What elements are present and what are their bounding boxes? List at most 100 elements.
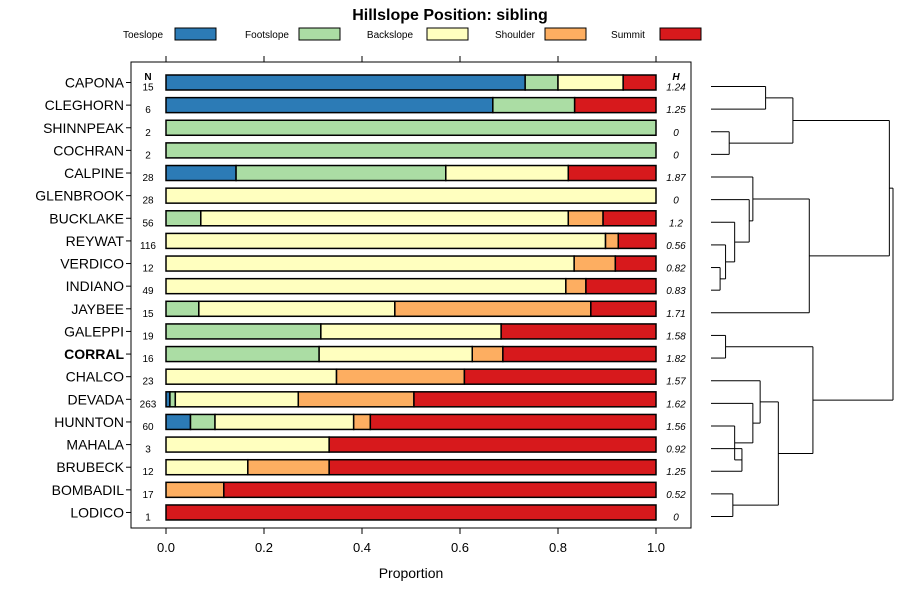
bar-segment-lodico-summit <box>165 504 657 521</box>
bar-segment-galeppi-summit <box>500 323 657 340</box>
h-value: 0 <box>673 150 679 161</box>
row-label-indiano: INDIANO <box>66 278 124 294</box>
x-tick-label: 0.8 <box>549 540 567 555</box>
n-header: N <box>144 72 151 83</box>
bar-segment-devada-footslope <box>169 391 177 408</box>
legend-label-toeslope: Toeslope <box>123 30 163 41</box>
bar-segment-bucklake-backslope <box>200 210 570 227</box>
row-label-galeppi: GALEPPI <box>64 323 124 339</box>
h-value: 0 <box>673 196 679 207</box>
n-value: 12 <box>142 264 154 275</box>
row-label-capona: CAPONA <box>65 75 125 91</box>
x-tick-label: 0.6 <box>451 540 469 555</box>
bar-segment-calpine-footslope <box>235 164 447 182</box>
bar-segment-jaybee-backslope <box>198 300 396 318</box>
h-value: 1.71 <box>666 309 685 320</box>
n-value: 3 <box>145 445 151 456</box>
legend-label-footslope: Footslope <box>245 30 289 41</box>
n-value: 56 <box>142 218 154 229</box>
h-value: 1.2 <box>669 218 683 229</box>
row-label-bombadil: BOMBADIL <box>52 482 125 498</box>
legend-swatch-toeslope <box>174 27 217 41</box>
n-value: 2 <box>145 150 151 161</box>
bar-segment-mahala-backslope <box>165 436 330 453</box>
x-tick-label: 1.0 <box>647 540 665 555</box>
bar-segment-brubeck-summit <box>328 458 657 476</box>
bar-segment-cleghorn-toeslope <box>165 96 494 114</box>
bar-segment-indiano-shoulder <box>565 277 587 295</box>
bar-segment-bucklake-summit <box>602 210 657 227</box>
bar-segment-chalco-shoulder <box>335 368 466 385</box>
legend-swatch-backslope <box>426 27 469 41</box>
bar-segment-capona-footslope <box>524 74 559 91</box>
n-value: 17 <box>142 490 154 501</box>
n-value: 1 <box>145 512 151 523</box>
row-label-glenbrook: GLENBROOK <box>35 188 124 204</box>
h-value: 1.82 <box>666 354 686 365</box>
bar-segment-cleghorn-footslope <box>492 96 576 114</box>
bar-segment-devada-backslope <box>174 391 300 408</box>
bar-segment-bucklake-shoulder <box>567 210 604 227</box>
row-label-reywat: REYWAT <box>66 233 125 249</box>
n-value: 23 <box>142 377 154 388</box>
dendrogram <box>711 86 894 517</box>
h-value: 1.87 <box>666 173 686 184</box>
row-label-cleghorn: CLEGHORN <box>45 97 124 113</box>
x-axis-label: Proportion <box>379 565 444 581</box>
h-value: 1.58 <box>666 331 686 342</box>
bar-segment-chalco-backslope <box>165 368 338 385</box>
row-label-hunnton: HUNNTON <box>54 414 124 430</box>
bar-segment-calpine-toeslope <box>165 164 237 182</box>
h-value: 0 <box>673 128 679 139</box>
bar-segment-hunnton-summit <box>369 413 657 431</box>
h-value: 1.57 <box>666 377 686 388</box>
bar-segment-reywat-summit <box>617 232 657 250</box>
bar-segment-jaybee-summit <box>590 300 657 318</box>
bar-segment-chalco-summit <box>463 368 657 385</box>
bar-segment-galeppi-footslope <box>165 323 322 340</box>
n-value: 28 <box>142 173 154 184</box>
bar-segment-cochran-footslope <box>165 142 657 159</box>
bar-segment-bombadil-summit <box>223 481 657 499</box>
bar-segment-jaybee-footslope <box>165 300 200 318</box>
n-value: 12 <box>142 467 154 478</box>
bar-segment-bombadil-shoulder <box>165 481 225 499</box>
n-value: 16 <box>142 354 154 365</box>
plot-frame <box>130 61 692 529</box>
n-value: 19 <box>142 331 154 342</box>
x-tick-label: 0.2 <box>255 540 273 555</box>
legend: Toeslope Footslope Backslope Shoulder Summit <box>123 27 702 41</box>
row-label-jaybee: JAYBEE <box>71 301 124 317</box>
bar-segment-galeppi-backslope <box>320 323 502 340</box>
legend-swatch-footslope <box>298 27 341 41</box>
bar-segment-verdico-backslope <box>165 255 575 272</box>
x-tick-label: 0.4 <box>353 540 371 555</box>
bar-segment-capona-backslope <box>557 74 624 91</box>
row-label-cochran: COCHRAN <box>53 142 124 158</box>
n-value: 6 <box>145 105 151 116</box>
bar-segment-shinnpeak-footslope <box>165 119 657 137</box>
n-value: 60 <box>142 422 154 433</box>
n-value: 263 <box>140 399 157 410</box>
h-value: 0.92 <box>666 445 686 456</box>
row-label-lodico: LODICO <box>70 504 124 520</box>
n-value: 2 <box>145 128 151 139</box>
bar-segment-glenbrook-backslope <box>165 187 657 204</box>
n-value: 49 <box>142 286 154 297</box>
x-tick-label: 0.0 <box>157 540 175 555</box>
legend-label-backslope: Backslope <box>367 30 414 41</box>
bar-segment-mahala-summit <box>328 436 657 453</box>
bar-segment-calpine-summit <box>567 164 657 182</box>
legend-label-shoulder: Shoulder <box>495 30 536 41</box>
bar-segment-bucklake-footslope <box>165 210 202 227</box>
bar-segment-hunnton-backslope <box>214 413 355 431</box>
h-value: 1.24 <box>666 83 686 94</box>
bar-segment-brubeck-shoulder <box>247 458 330 476</box>
h-value: 0.82 <box>666 264 686 275</box>
h-value: 0.83 <box>666 286 686 297</box>
bar-segment-corral-backslope <box>318 345 473 363</box>
bar-segment-brubeck-backslope <box>165 458 249 476</box>
bar-segment-indiano-backslope <box>165 277 567 295</box>
bar-segment-verdico-shoulder <box>573 255 617 272</box>
